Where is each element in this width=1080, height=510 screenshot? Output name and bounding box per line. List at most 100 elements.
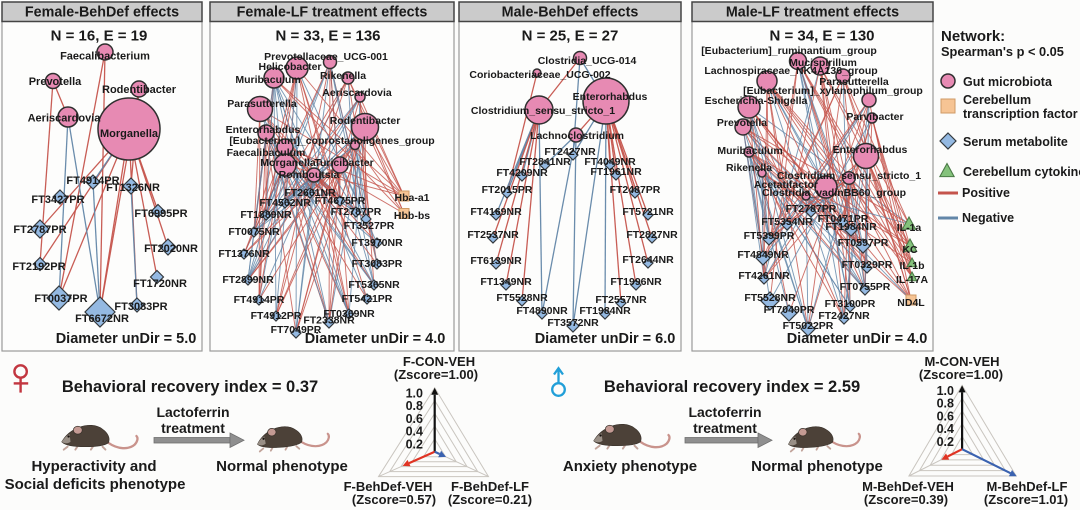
svg-text:Lactoferrin: Lactoferrin: [688, 404, 761, 420]
svg-text:F-BehDef-LF: F-BehDef-LF: [451, 479, 529, 494]
svg-text:FT5365NR: FT5365NR: [348, 279, 400, 291]
svg-text:FT2557NR: FT2557NR: [595, 294, 647, 306]
svg-text:FT1984NR: FT1984NR: [579, 305, 631, 317]
svg-text:Female-LF treatment effects: Female-LF treatment effects: [237, 5, 428, 21]
svg-text:Clostridia_vadinBB60_group: Clostridia_vadinBB60_group: [762, 187, 906, 199]
svg-text:Anxiety phenotype: Anxiety phenotype: [563, 458, 697, 475]
svg-text:FT4675PR: FT4675PR: [315, 195, 366, 207]
svg-text:Rodentibacter: Rodentibacter: [102, 84, 177, 96]
svg-text:FT3572NR: FT3572NR: [547, 317, 599, 329]
svg-text:FT0471PR: FT0471PR: [818, 213, 869, 225]
svg-text:0.6: 0.6: [406, 412, 423, 426]
svg-text:FT6995PR: FT6995PR: [134, 208, 187, 220]
svg-text:Romboutsia: Romboutsia: [279, 169, 340, 181]
svg-text:Behavioral recovery index = 2.: Behavioral recovery index = 2.59: [604, 378, 860, 396]
svg-text:FT1376NR: FT1376NR: [218, 248, 270, 260]
svg-text:(Zscore=0.57): (Zscore=0.57): [352, 492, 436, 507]
svg-text:FT2787PR: FT2787PR: [786, 203, 837, 215]
svg-text:FT2338NR: FT2338NR: [303, 315, 355, 327]
svg-text:Enterorhabdus: Enterorhabdus: [573, 91, 648, 103]
svg-text:KC: KC: [902, 244, 918, 256]
svg-text:FT1984NR: FT1984NR: [825, 221, 877, 233]
svg-text:transcription factor: transcription factor: [963, 107, 1078, 121]
svg-text:M-CON-VEH: M-CON-VEH: [924, 354, 999, 369]
svg-text:FT2787PR: FT2787PR: [13, 224, 66, 236]
svg-text:Morganella: Morganella: [260, 157, 316, 169]
svg-text:(Zscore=1.00): (Zscore=1.00): [919, 367, 1003, 382]
svg-text:F-CON-VEH: F-CON-VEH: [403, 354, 475, 369]
svg-text:FT4914PR: FT4914PR: [66, 175, 119, 187]
svg-text:Behavioral recovery index = 0.: Behavioral recovery index = 0.37: [62, 378, 318, 396]
svg-text:FT3527PR: FT3527PR: [344, 220, 395, 232]
svg-text:FT1961NR: FT1961NR: [590, 166, 642, 178]
svg-text:FT4912PR: FT4912PR: [251, 310, 302, 322]
svg-text:Network:: Network:: [941, 28, 1005, 45]
svg-text:0.6: 0.6: [937, 409, 954, 423]
svg-text:FT5528NR: FT5528NR: [744, 292, 796, 304]
svg-text:FT2661NR: FT2661NR: [284, 187, 336, 199]
svg-text:FT4890NR: FT4890NR: [516, 305, 568, 317]
svg-text:Lachnospiraceae_NK4A136_group: Lachnospiraceae_NK4A136_group: [704, 65, 877, 77]
svg-text:Normal phenotype: Normal phenotype: [751, 458, 883, 475]
svg-text:FT1720NR: FT1720NR: [133, 278, 187, 290]
svg-text:FT1326NR: FT1326NR: [106, 182, 160, 194]
svg-text:0.2: 0.2: [406, 437, 423, 451]
svg-text:[Eubacterium]_ruminantium_grou: [Eubacterium]_ruminantium_group: [701, 45, 877, 57]
svg-text:(Zscore=1.00): (Zscore=1.00): [394, 367, 478, 382]
svg-text:FT2899NR: FT2899NR: [222, 274, 274, 286]
svg-text:Normal phenotype: Normal phenotype: [216, 458, 348, 475]
svg-text:N = 16, E = 19: N = 16, E = 19: [51, 28, 148, 45]
svg-text:FT4209NR: FT4209NR: [496, 167, 548, 179]
svg-text:FT0037PR: FT0037PR: [34, 293, 87, 305]
svg-text:Spearman's p < 0.05: Spearman's p < 0.05: [941, 44, 1064, 59]
svg-text:F-BehDef-VEH: F-BehDef-VEH: [344, 479, 433, 494]
svg-text:FT3427PR: FT3427PR: [31, 194, 84, 206]
svg-text:Prevotella: Prevotella: [717, 117, 767, 129]
svg-text:Serum metabolite: Serum metabolite: [963, 135, 1068, 149]
svg-text:FT6672NR: FT6672NR: [75, 313, 129, 325]
svg-text:FT0329PR: FT0329PR: [842, 259, 893, 271]
svg-text:Clostridium_sensu_stricto_1: Clostridium_sensu_stricto_1: [777, 170, 921, 182]
svg-text:treatment: treatment: [161, 420, 225, 436]
svg-text:Male-BehDef effects: Male-BehDef effects: [502, 5, 639, 21]
svg-text:Turicibacter: Turicibacter: [314, 157, 373, 169]
svg-text:Positive: Positive: [962, 186, 1010, 200]
svg-text:FT2537NR: FT2537NR: [467, 229, 519, 241]
svg-text:0.8: 0.8: [937, 397, 954, 411]
svg-text:FT7049PR: FT7049PR: [764, 304, 815, 316]
svg-text:FT5022PR: FT5022PR: [783, 320, 834, 332]
svg-text:FT1349NR: FT1349NR: [480, 276, 532, 288]
svg-text:FT2015PR: FT2015PR: [482, 184, 533, 196]
svg-text:FT6139NR: FT6139NR: [470, 255, 522, 267]
svg-text:ND4L: ND4L: [897, 297, 925, 309]
svg-text:Mucispirillum: Mucispirillum: [789, 57, 857, 69]
svg-text:FT2827NR: FT2827NR: [626, 229, 678, 241]
svg-text:Prevotellaceae_UCG-001: Prevotellaceae_UCG-001: [264, 51, 388, 63]
svg-text:Enterorhabdus: Enterorhabdus: [226, 124, 301, 136]
svg-text:M-BehDef-LF: M-BehDef-LF: [987, 479, 1068, 494]
svg-text:FT2787PR: FT2787PR: [331, 206, 382, 218]
svg-text:FT4849NR: FT4849NR: [737, 249, 789, 261]
svg-text:FT5528NR: FT5528NR: [496, 292, 548, 304]
svg-text:[Eubacterium]_coprostanoligene: [Eubacterium]_coprostanoligenes_group: [229, 135, 434, 147]
svg-text:Hba-a1: Hba-a1: [394, 192, 429, 204]
svg-text:1.0: 1.0: [406, 386, 423, 400]
svg-text:FT0597PR: FT0597PR: [838, 237, 889, 249]
svg-text:Morganella: Morganella: [100, 128, 159, 140]
svg-text:Diameter unDir = 6.0: Diameter unDir = 6.0: [535, 331, 676, 347]
svg-text:FT3083PR: FT3083PR: [114, 301, 167, 313]
svg-text:FT3100PR: FT3100PR: [825, 298, 876, 310]
svg-text:Female-BehDef effects: Female-BehDef effects: [25, 5, 179, 21]
svg-text:Acetatifactor: Acetatifactor: [754, 179, 818, 191]
svg-text:FT7049PR: FT7049PR: [271, 324, 322, 336]
svg-text:FT5399PR: FT5399PR: [744, 230, 795, 242]
svg-text:Escherichia-Shigella: Escherichia-Shigella: [705, 95, 808, 107]
svg-text:Cerebellum: Cerebellum: [963, 93, 1031, 107]
svg-text:Parasutterella: Parasutterella: [819, 76, 889, 88]
svg-text:(Zscore=0.21): (Zscore=0.21): [448, 492, 532, 507]
svg-text:Rodentibacter: Rodentibacter: [330, 115, 401, 127]
svg-text:IL-1b: IL-1b: [899, 260, 924, 272]
svg-text:FT4049NR: FT4049NR: [584, 156, 636, 168]
svg-text:Muribaculum: Muribaculum: [717, 145, 782, 157]
svg-text:(Zscore=0.39): (Zscore=0.39): [864, 492, 948, 507]
